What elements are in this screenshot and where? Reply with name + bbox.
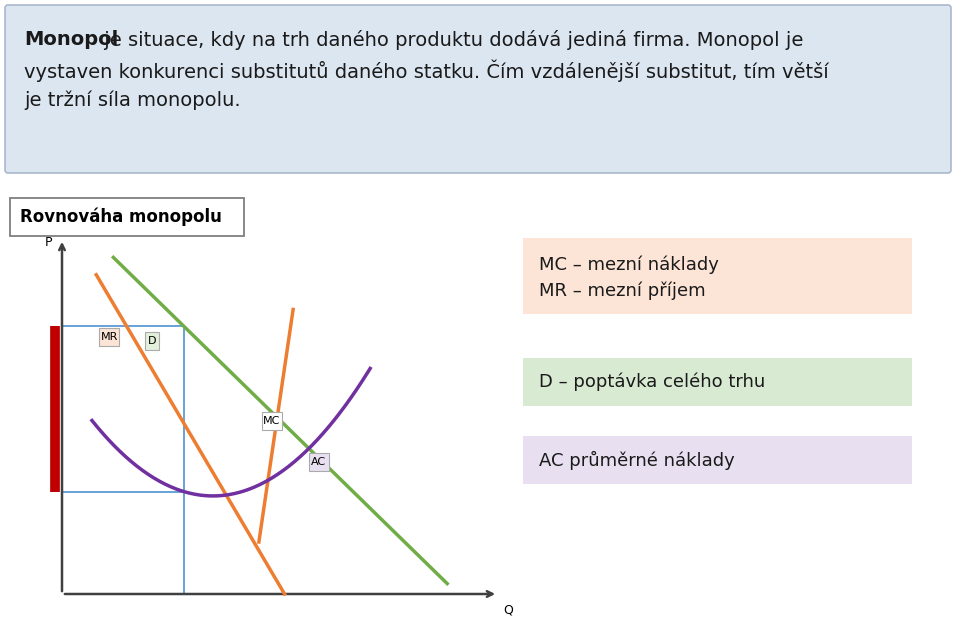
Text: je situace, kdy na trh daného produktu dodává jediná firma. Monopol je: je situace, kdy na trh daného produktu d… [98, 30, 804, 50]
Text: MC – mezní náklady: MC – mezní náklady [539, 256, 719, 274]
Text: D: D [148, 336, 156, 346]
Text: MC: MC [263, 415, 280, 425]
Text: P: P [44, 236, 52, 249]
Text: vystaven konkurenci substitutů daného statku. Čím vzdálenější substitut, tím vět: vystaven konkurenci substitutů daného st… [24, 60, 828, 83]
Text: AC: AC [311, 457, 326, 467]
FancyBboxPatch shape [5, 5, 951, 173]
FancyBboxPatch shape [99, 328, 119, 346]
Text: je tržní síla monopolu.: je tržní síla monopolu. [24, 90, 241, 109]
FancyBboxPatch shape [10, 198, 244, 236]
Text: Monopol: Monopol [24, 30, 118, 49]
Text: AC průměrné náklady: AC průměrné náklady [539, 450, 734, 470]
Text: D – poptávka celého trhu: D – poptávka celého trhu [539, 373, 765, 391]
Text: Rovnováha monopolu: Rovnováha monopolu [20, 208, 222, 226]
FancyBboxPatch shape [262, 412, 281, 430]
FancyBboxPatch shape [145, 332, 158, 350]
FancyBboxPatch shape [309, 453, 328, 471]
FancyBboxPatch shape [523, 436, 912, 484]
Text: Q: Q [503, 603, 513, 616]
Text: MR: MR [101, 332, 118, 342]
FancyBboxPatch shape [523, 358, 912, 406]
FancyBboxPatch shape [523, 238, 912, 314]
Text: MR – mezní příjem: MR – mezní příjem [539, 282, 706, 300]
